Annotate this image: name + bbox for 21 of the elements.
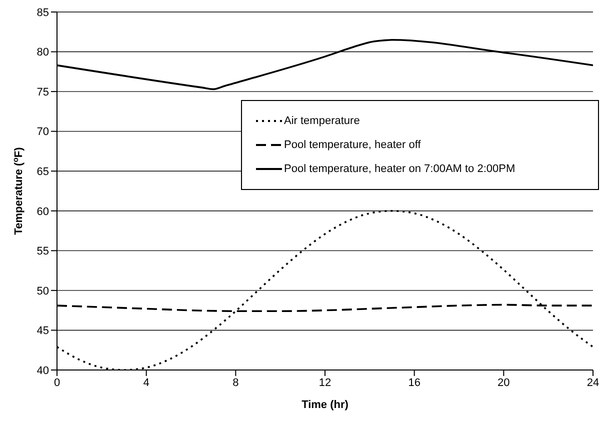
y-tick-label: 50	[36, 285, 49, 298]
legend-label: Pool temperature, heater on 7:00AM to 2:00PM	[284, 163, 516, 175]
x-tick-label: 24	[586, 376, 600, 389]
x-tick-label: 16	[408, 376, 420, 389]
y-tick-label: 75	[36, 86, 49, 98]
x-tick-label: 4	[143, 376, 150, 389]
x-axis-title: Time (hr)	[302, 399, 349, 411]
y-tick-label: 40	[36, 364, 49, 377]
y-tick-label: 65	[36, 166, 49, 178]
y-tick-label: 85	[36, 6, 49, 19]
x-tick-label: 12	[318, 376, 332, 389]
x-tick-label: 0	[54, 376, 60, 389]
y-tick-label: 60	[36, 206, 49, 218]
legend-label: Air temperature	[284, 115, 360, 127]
legend-label: Pool temperature, heater off	[284, 139, 421, 151]
x-tick-label: 20	[498, 376, 510, 389]
x-tick-label: 8	[232, 376, 239, 389]
y-tick-label: 55	[36, 246, 49, 258]
y-tick-label: 70	[36, 126, 49, 138]
y-tick-label: 45	[36, 325, 49, 338]
y-tick-label: 80	[36, 46, 49, 59]
